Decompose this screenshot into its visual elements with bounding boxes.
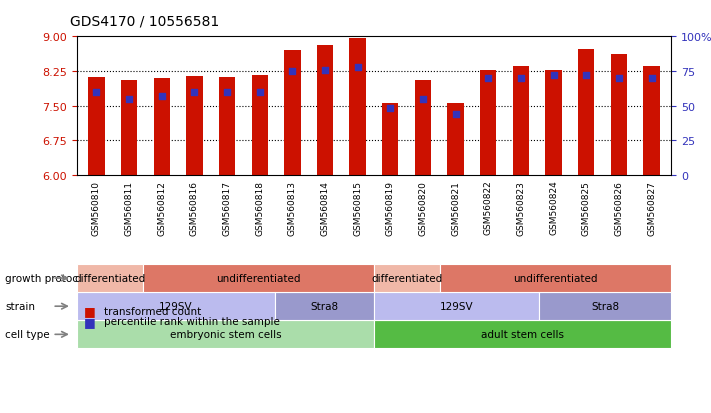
Point <box>581 73 592 79</box>
Text: GSM560823: GSM560823 <box>516 180 525 235</box>
Text: GSM560818: GSM560818 <box>255 180 264 235</box>
Point <box>548 73 560 79</box>
Text: 129SV: 129SV <box>439 301 474 311</box>
Point <box>450 112 461 118</box>
Bar <box>415 81 431 176</box>
Bar <box>643 67 660 176</box>
Text: 129SV: 129SV <box>159 301 193 311</box>
Point <box>188 89 200 96</box>
Text: Stra8: Stra8 <box>591 301 619 311</box>
Bar <box>284 51 301 176</box>
Point <box>646 76 657 82</box>
Text: differentiated: differentiated <box>74 273 146 283</box>
Text: growth protocol: growth protocol <box>5 273 87 283</box>
Text: GSM560827: GSM560827 <box>647 180 656 235</box>
Point <box>254 89 265 96</box>
Text: undifferentiated: undifferentiated <box>513 273 598 283</box>
Text: GSM560817: GSM560817 <box>223 180 232 235</box>
Point <box>515 76 527 82</box>
Bar <box>513 67 529 176</box>
Bar <box>350 38 366 176</box>
Point <box>156 93 167 100</box>
Text: GSM560810: GSM560810 <box>92 180 101 235</box>
Bar <box>578 50 594 176</box>
Text: GSM560815: GSM560815 <box>353 180 362 235</box>
Text: adult stem cells: adult stem cells <box>481 330 564 339</box>
Bar <box>186 76 203 176</box>
Bar <box>447 104 464 176</box>
Text: GSM560826: GSM560826 <box>614 180 624 235</box>
Point <box>417 96 429 103</box>
Text: GSM560824: GSM560824 <box>549 180 558 235</box>
Bar <box>154 79 170 176</box>
Text: undifferentiated: undifferentiated <box>216 273 301 283</box>
Bar <box>611 55 627 176</box>
Text: percentile rank within the sample: percentile rank within the sample <box>104 316 279 326</box>
Bar <box>219 78 235 176</box>
Text: GDS4170 / 10556581: GDS4170 / 10556581 <box>70 14 219 28</box>
Bar <box>317 45 333 176</box>
Text: cell type: cell type <box>5 330 50 339</box>
Bar <box>382 104 398 176</box>
Point <box>91 89 102 96</box>
Text: ■: ■ <box>84 315 96 328</box>
Point <box>483 76 494 82</box>
Bar <box>121 81 137 176</box>
Point <box>352 64 363 71</box>
Text: GSM560811: GSM560811 <box>124 180 134 235</box>
Point <box>287 69 298 75</box>
Bar <box>252 76 268 176</box>
Text: GSM560825: GSM560825 <box>582 180 591 235</box>
Text: strain: strain <box>5 301 35 311</box>
Text: Stra8: Stra8 <box>311 301 338 311</box>
Point <box>614 76 625 82</box>
Bar <box>480 71 496 176</box>
Bar <box>545 70 562 176</box>
Text: GSM560813: GSM560813 <box>288 180 296 235</box>
Text: GSM560820: GSM560820 <box>419 180 427 235</box>
Point <box>319 67 331 74</box>
Text: ■: ■ <box>84 304 96 318</box>
Point <box>221 89 232 96</box>
Text: GSM560822: GSM560822 <box>483 180 493 235</box>
Text: GSM560812: GSM560812 <box>157 180 166 235</box>
Bar <box>88 78 105 176</box>
Point <box>385 106 396 112</box>
Text: GSM560814: GSM560814 <box>321 180 329 235</box>
Point <box>123 96 134 103</box>
Text: embryonic stem cells: embryonic stem cells <box>170 330 281 339</box>
Text: differentiated: differentiated <box>371 273 443 283</box>
Text: GSM560821: GSM560821 <box>451 180 460 235</box>
Text: GSM560819: GSM560819 <box>386 180 395 235</box>
Text: GSM560816: GSM560816 <box>190 180 199 235</box>
Text: transformed count: transformed count <box>104 306 201 316</box>
